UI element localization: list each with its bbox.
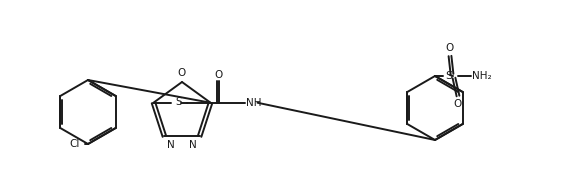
Text: N: N [168, 140, 175, 150]
Text: O: O [454, 99, 462, 109]
Text: S: S [446, 71, 452, 81]
Text: NH₂: NH₂ [472, 71, 491, 81]
Text: O: O [178, 68, 186, 78]
Text: Cl: Cl [70, 139, 80, 149]
Text: O: O [446, 43, 454, 53]
Text: O: O [214, 70, 223, 80]
Text: S: S [175, 97, 181, 107]
Text: N: N [189, 140, 197, 150]
Text: NH: NH [247, 98, 262, 108]
